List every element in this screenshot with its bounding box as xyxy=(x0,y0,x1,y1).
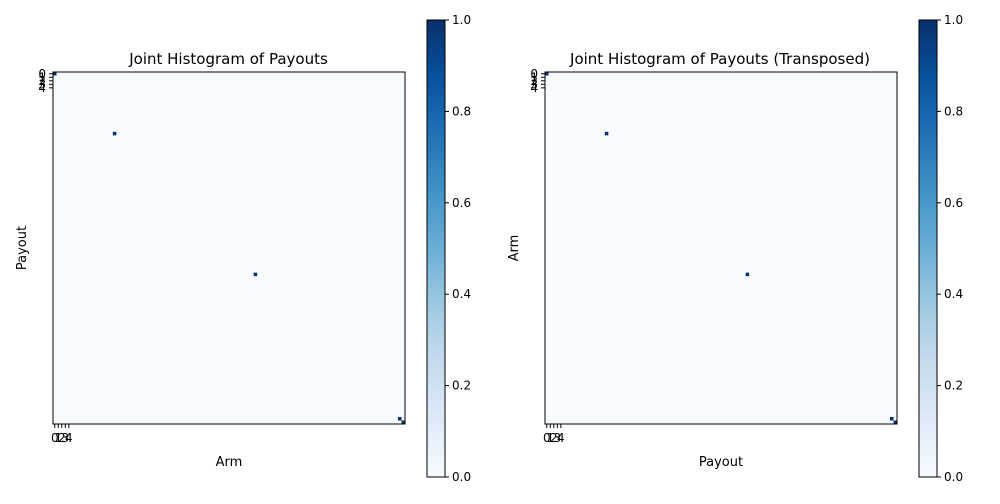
chart-title-2: Joint Histogram of Payouts (Transposed) xyxy=(569,50,870,68)
heatmap-cell xyxy=(401,420,405,424)
y-tick-label: 1 xyxy=(530,70,538,84)
y-tick-label: 4 xyxy=(38,81,46,95)
colorbar-tick-label: 0.0 xyxy=(944,470,963,484)
x-tick-label: 3 xyxy=(61,431,69,445)
x-tick-label: 1 xyxy=(54,431,62,445)
y-axis-label-1: Payout xyxy=(15,226,30,270)
y-tick-label: 2 xyxy=(38,74,46,88)
y-tick-label: 1 xyxy=(38,70,46,84)
colorbar-tick-label: 0.8 xyxy=(944,104,963,118)
colorbar-tick-label: 0.4 xyxy=(944,287,963,301)
colorbar-gradient-1 xyxy=(426,19,446,478)
heatmap-panel-2: Joint Histogram of Payouts (Transposed) … xyxy=(507,13,963,484)
y-tick-label: 0 xyxy=(38,67,46,81)
y-tick-label: 4 xyxy=(530,81,538,95)
y-tick-label: 3 xyxy=(38,77,46,91)
colorbar-tick-label: 0.6 xyxy=(452,196,471,210)
heatmap-cell xyxy=(604,131,609,136)
y-tick-label: 0 xyxy=(530,67,538,81)
heatmap-cell xyxy=(53,72,57,76)
x-tick-label: 2 xyxy=(550,431,558,445)
colorbar-tick-label: 0.0 xyxy=(452,470,471,484)
x-tick-label: 1 xyxy=(546,431,554,445)
x-axis-label-2: Payout xyxy=(699,455,743,470)
colorbar-tick-label: 0.8 xyxy=(452,104,471,118)
heatmap-cell xyxy=(893,420,897,424)
x-tick-label: 4 xyxy=(557,431,565,445)
heatmap-cell xyxy=(545,72,549,76)
colorbar-gradient-2 xyxy=(918,19,938,478)
heatmap-cells-1 xyxy=(53,72,405,424)
colorbar-tick-label: 0.2 xyxy=(452,379,471,393)
colorbar-tick-label: 0.6 xyxy=(944,196,963,210)
chart-title-1: Joint Histogram of Payouts xyxy=(128,50,328,68)
heatmap-cell xyxy=(112,131,117,136)
x-tick-label: 3 xyxy=(553,431,561,445)
colorbar-tick-label: 0.4 xyxy=(452,287,471,301)
y-tick-label: 3 xyxy=(530,77,538,91)
colorbar-2: 0.0 0.2 0.4 0.6 0.8 1.0 xyxy=(918,13,963,484)
x-tick-label: 4 xyxy=(65,431,73,445)
x-tick-label: 0 xyxy=(51,431,59,445)
x-axis-label-1: Arm xyxy=(216,455,243,470)
plot-frame-2 xyxy=(544,71,898,425)
colorbar-ticks-1: 0.0 0.2 0.4 0.6 0.8 1.0 xyxy=(445,13,471,484)
heatmap-cells-2 xyxy=(545,72,897,424)
heatmap-cell xyxy=(253,272,258,277)
plot-frame-1 xyxy=(52,71,406,425)
y-tick-label: 2 xyxy=(530,74,538,88)
heatmap-background-2 xyxy=(545,72,897,424)
colorbar-tick-label: 0.2 xyxy=(944,379,963,393)
y-axis-label-2: Arm xyxy=(507,235,522,262)
heatmap-cell xyxy=(745,272,750,277)
heatmap-cell xyxy=(889,416,894,421)
colorbar-ticks-2: 0.0 0.2 0.4 0.6 0.8 1.0 xyxy=(937,13,963,484)
colorbar-1: 0.0 0.2 0.4 0.6 0.8 1.0 xyxy=(426,13,471,484)
heatmap-background-1 xyxy=(53,72,405,424)
x-tick-label: 2 xyxy=(58,431,66,445)
colorbar-tick-label: 1.0 xyxy=(944,13,963,27)
x-tick-label: 0 xyxy=(543,431,551,445)
heatmap-cell xyxy=(397,416,402,421)
colorbar-tick-label: 1.0 xyxy=(452,13,471,27)
